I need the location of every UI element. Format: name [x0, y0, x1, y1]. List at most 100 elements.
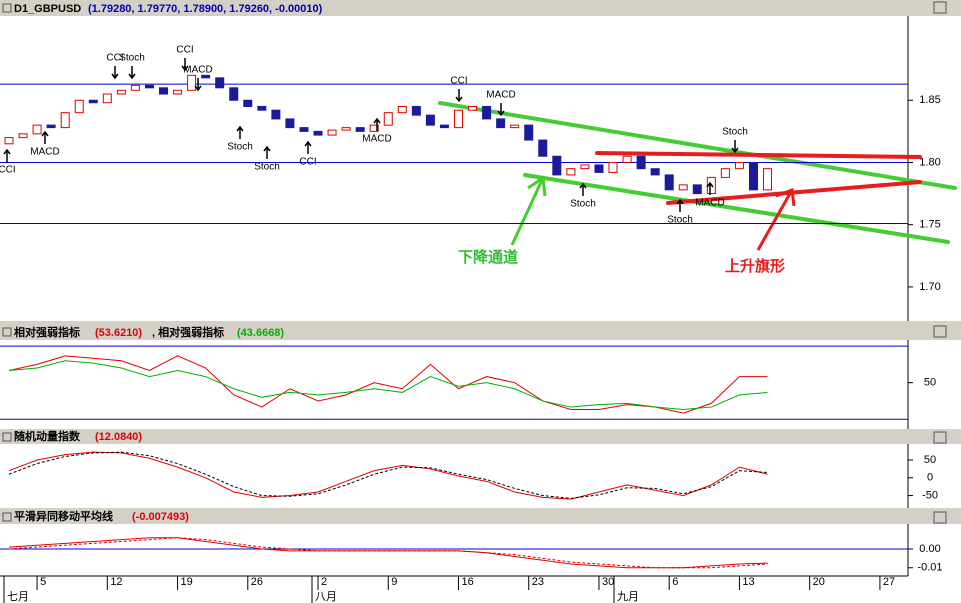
signal-label: Stoch [119, 53, 145, 64]
series-line [8, 537, 768, 569]
x-tick-label: 27 [883, 576, 895, 588]
x-tick-label: 9 [391, 576, 397, 588]
signal-arrow [497, 103, 505, 117]
candle [608, 161, 618, 173]
candle [116, 89, 126, 95]
signal-arrow [731, 140, 739, 154]
signal-label: MACD [30, 147, 59, 158]
signal-label: Stoch [570, 199, 596, 210]
annotation: 上升旗形 [725, 257, 785, 275]
y-tick-label: 50 [924, 454, 936, 466]
plot-area [0, 524, 961, 576]
y-tick-label: 0 [927, 472, 933, 484]
y-tick-label: 1.75 [919, 219, 940, 231]
panel-title: 随机动量指数 [14, 429, 81, 443]
candle [18, 133, 28, 139]
panel-title: 相对强弱指标 [14, 325, 80, 339]
signal-label: CCI [450, 76, 467, 87]
signal-arrow [194, 78, 202, 92]
signal-arrow [455, 89, 463, 103]
y-tick-label: -0.01 [917, 562, 942, 574]
candle [566, 168, 576, 176]
candle [285, 118, 295, 129]
signal-arrow [111, 66, 119, 80]
candle [313, 130, 323, 136]
candle [552, 155, 562, 176]
panel-value: (53.6210) [95, 327, 142, 339]
panel-value: (43.6668) [237, 327, 284, 339]
series-line [8, 360, 768, 410]
month-label: 九月 [617, 590, 639, 603]
x-tick-label: 20 [813, 576, 825, 588]
panel-title: 平滑异同移动平均线 [14, 509, 113, 523]
signal-label: Stoch [254, 162, 280, 173]
x-tick-label: 26 [251, 576, 263, 588]
candle [257, 105, 267, 111]
candle [215, 77, 225, 89]
candle [524, 124, 534, 141]
candle [439, 124, 449, 129]
candle [580, 164, 590, 170]
candle [594, 164, 604, 173]
candle [748, 161, 758, 191]
month-label: 七月 [7, 590, 29, 603]
title-bar [0, 0, 961, 16]
candle [60, 112, 70, 129]
x-tick-label: 13 [742, 576, 754, 588]
plot-area [0, 444, 961, 508]
candle [32, 124, 42, 135]
panel-subtitle: (1.79280, 1.79770, 1.78900, 1.79260, -0.… [88, 3, 323, 15]
x-tick-label: 16 [461, 576, 473, 588]
candle [341, 127, 351, 131]
candle [763, 168, 773, 191]
candle [130, 84, 140, 91]
candle [4, 137, 14, 145]
candle [538, 139, 548, 157]
panel-title: D1_GBPUSD [14, 3, 81, 15]
y-tick-label: 1.70 [919, 281, 940, 293]
candle [650, 168, 660, 176]
candle [369, 124, 379, 132]
signal-arrow [181, 58, 189, 72]
panel-title: , 相对强弱指标 [152, 325, 224, 339]
signal-arrow [676, 198, 684, 212]
candle [664, 174, 674, 191]
x-tick-label: 12 [110, 576, 122, 588]
candle [397, 105, 407, 114]
x-tick-label: 2 [321, 576, 327, 588]
signal-label: Stoch [722, 127, 748, 138]
candle [425, 114, 435, 126]
candle [327, 129, 337, 136]
annotation-arrows [510, 175, 796, 251]
candle [692, 184, 702, 195]
candle [88, 99, 98, 104]
series-line [8, 451, 768, 499]
candle [299, 127, 309, 132]
candle [468, 105, 478, 111]
signal-arrow [373, 117, 381, 131]
axis-lines [0, 16, 909, 577]
plot-area [0, 340, 961, 429]
signal-arrow [263, 145, 271, 159]
candle [271, 109, 281, 120]
candle [678, 184, 688, 191]
candle [496, 118, 506, 129]
candle [102, 93, 112, 104]
candle [622, 155, 632, 163]
candle [229, 87, 239, 101]
candle [734, 161, 744, 170]
series-line [8, 355, 768, 414]
window-buttons[interactable] [2, 1, 947, 524]
candle [201, 74, 211, 79]
x-tick-label: 6 [672, 576, 678, 588]
month-label: 八月 [315, 591, 337, 603]
signal-label: MACD [695, 198, 724, 209]
title-bar [0, 510, 961, 524]
candle [243, 99, 253, 107]
signal-arrow [579, 182, 587, 196]
signal-label: CCI [176, 45, 193, 56]
annotation: 下降通道 [458, 248, 518, 266]
candle [510, 124, 520, 129]
